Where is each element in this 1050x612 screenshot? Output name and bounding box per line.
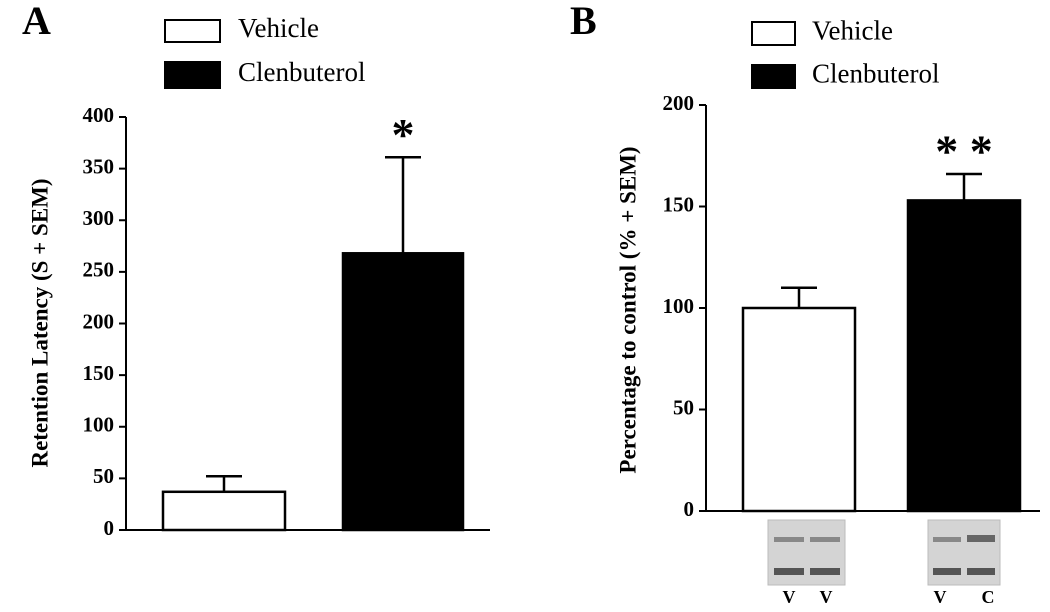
y-tick-label: 100 xyxy=(83,413,115,437)
legend-swatch xyxy=(751,21,796,46)
legend-swatch xyxy=(751,64,796,89)
y-tick-label: 0 xyxy=(684,497,695,521)
y-tick-label: 200 xyxy=(663,91,695,115)
panel-letter: A xyxy=(22,0,51,43)
bar xyxy=(161,490,287,532)
legend-swatch xyxy=(164,61,221,89)
bar xyxy=(341,252,465,532)
y-tick-label: 200 xyxy=(83,309,115,333)
y-axis-label: Retention Latency (S + SEM) xyxy=(27,178,52,467)
significance-marker: * * xyxy=(935,126,993,177)
bar xyxy=(906,199,1022,513)
y-tick-label: 400 xyxy=(83,103,115,127)
y-tick-label: 50 xyxy=(93,464,114,488)
legend-swatch xyxy=(164,19,221,43)
y-axis-label: Percentage to control (% + SEM) xyxy=(615,146,640,473)
y-tick-label: 0 xyxy=(104,516,115,540)
blot-lane-label: V xyxy=(783,587,796,607)
significance-marker: * xyxy=(392,109,415,160)
legend-label: Clenbuterol xyxy=(238,57,365,87)
legend-label: Clenbuterol xyxy=(812,59,939,89)
blot-images xyxy=(767,519,1001,586)
y-tick-label: 50 xyxy=(673,395,694,419)
y-tick-label: 300 xyxy=(83,206,115,230)
panel-letter: B xyxy=(570,0,597,43)
blot-lane-label: V xyxy=(934,587,947,607)
y-tick-label: 150 xyxy=(83,361,115,385)
y-tick-label: 350 xyxy=(83,154,115,178)
blot-lane-label: C xyxy=(982,587,995,607)
legend-label: Vehicle xyxy=(238,13,319,43)
blot-lane-label: V xyxy=(820,587,833,607)
y-tick-label: 150 xyxy=(663,192,695,216)
y-tick-label: 100 xyxy=(663,294,695,318)
legend-label: Vehicle xyxy=(812,16,893,46)
y-tick-label: 250 xyxy=(83,258,115,282)
bar xyxy=(741,306,857,513)
